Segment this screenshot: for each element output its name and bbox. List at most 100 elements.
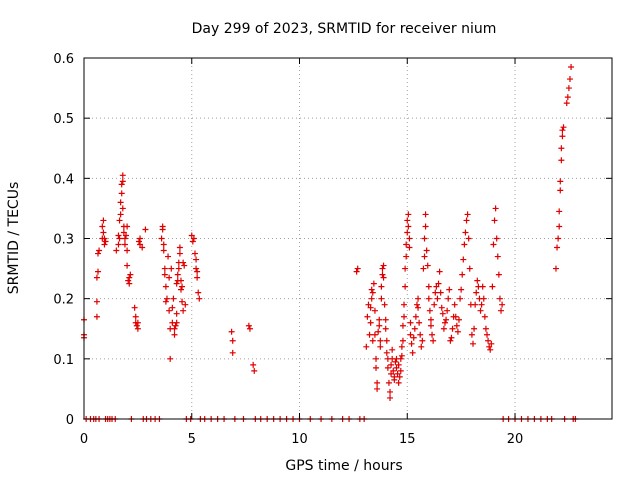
axis-ticks (83, 57, 612, 420)
data-point (93, 274, 100, 281)
data-point (392, 358, 399, 365)
data-point (194, 268, 201, 275)
data-point (488, 340, 495, 347)
data-point (410, 334, 417, 341)
data-point (401, 313, 408, 320)
data-point (449, 325, 456, 332)
data-point (166, 307, 173, 314)
data-point (137, 235, 144, 242)
data-point (498, 307, 505, 314)
data-point (446, 286, 453, 293)
data-point (196, 295, 203, 302)
data-point (379, 265, 386, 272)
data-point (116, 217, 123, 224)
data-point (404, 229, 411, 236)
data-point (399, 337, 406, 344)
data-point (177, 277, 184, 284)
data-point (420, 265, 427, 272)
data-point (124, 262, 131, 269)
data-point (425, 295, 432, 302)
data-point (418, 343, 425, 350)
data-point (173, 310, 180, 317)
data-point (489, 283, 496, 290)
data-point (393, 364, 400, 371)
data-point (478, 301, 485, 308)
data-point (93, 313, 100, 320)
data-point (556, 208, 563, 215)
data-point (139, 244, 146, 251)
data-point (412, 313, 419, 320)
data-point (373, 364, 380, 371)
x-axis-label: GPS time / hours (285, 458, 402, 474)
data-point (367, 304, 374, 311)
data-point (371, 307, 378, 314)
data-point (423, 247, 430, 254)
data-point (391, 376, 398, 383)
y-tick-label: 0.4 (53, 172, 74, 187)
data-point (126, 280, 133, 287)
data-point (485, 337, 492, 344)
data-point (435, 280, 442, 287)
data-point (101, 235, 108, 242)
data-point (381, 301, 388, 308)
data-point (160, 247, 167, 254)
data-point (453, 322, 460, 329)
data-point (179, 283, 186, 290)
data-point (490, 241, 497, 248)
data-point (380, 274, 387, 281)
data-point (469, 340, 476, 347)
data-point (382, 325, 389, 332)
y-tick-label: 0.1 (53, 353, 74, 368)
data-point (127, 271, 134, 278)
data-point (434, 295, 441, 302)
data-point (422, 223, 429, 230)
data-point (432, 289, 439, 296)
data-point (174, 271, 181, 278)
data-point (374, 385, 381, 392)
data-point (93, 298, 100, 305)
data-point (363, 343, 370, 350)
data-point (245, 322, 252, 329)
data-point (134, 319, 141, 326)
data-point (397, 355, 404, 362)
data-point (374, 379, 381, 386)
data-point (99, 223, 106, 230)
data-point (162, 298, 169, 305)
data-point (552, 265, 559, 272)
data-point (416, 319, 423, 326)
data-point (407, 331, 414, 338)
data-point (125, 277, 132, 284)
data-point (415, 295, 422, 302)
data-point (565, 85, 572, 92)
data-point (121, 235, 128, 242)
data-point (113, 247, 120, 254)
data-point (167, 355, 174, 362)
data-point (177, 286, 184, 293)
data-point (566, 76, 573, 83)
data-point (96, 247, 103, 254)
y-tick-label: 0.3 (53, 233, 74, 248)
data-point (388, 361, 395, 368)
data-point (558, 157, 565, 164)
data-point (408, 340, 415, 347)
data-point (172, 322, 179, 329)
data-point (124, 247, 131, 254)
data-point (367, 319, 374, 326)
y-tick-label: 0.5 (53, 112, 74, 127)
data-point (463, 217, 470, 224)
data-point (477, 307, 484, 314)
data-point (246, 325, 253, 332)
data-point (170, 295, 177, 302)
data-point (406, 235, 413, 242)
data-point (118, 190, 125, 197)
data-point (171, 325, 178, 332)
data-point (228, 328, 235, 335)
data-point (387, 394, 394, 401)
data-point (424, 262, 431, 269)
data-point (472, 301, 479, 308)
data-point (402, 283, 409, 290)
data-point (173, 280, 180, 287)
y-tick-label: 0.2 (53, 293, 74, 308)
x-tick-label: 5 (188, 432, 196, 447)
data-point (405, 223, 412, 230)
